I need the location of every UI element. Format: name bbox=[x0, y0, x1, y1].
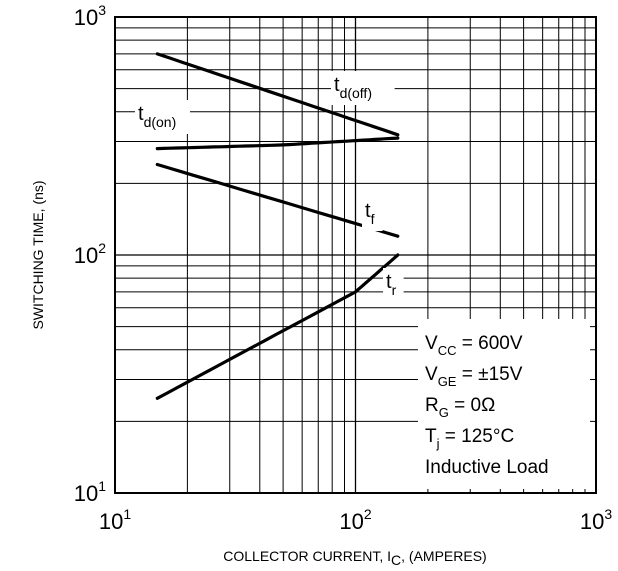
condition-line: Tj = 125°C bbox=[425, 426, 514, 451]
condition-line: Inductive Load bbox=[425, 457, 549, 478]
series-label-r: tr bbox=[386, 271, 397, 298]
y-axis-label: SWITCHING TIME, (ns) bbox=[30, 180, 46, 329]
series-curves bbox=[155, 52, 400, 400]
series-label-bg bbox=[383, 268, 404, 302]
x-tick-label: 101 bbox=[99, 506, 131, 534]
series-label-bg bbox=[135, 100, 190, 134]
series-label-f: tf bbox=[365, 200, 375, 227]
y-tick-label: 101 bbox=[74, 478, 106, 506]
series-line-r bbox=[155, 253, 400, 400]
series-label-don: td(on) bbox=[138, 103, 176, 130]
series-line-don bbox=[155, 136, 400, 151]
x-tick-labels: 101 102 103 bbox=[99, 506, 612, 534]
series-line-f bbox=[155, 162, 400, 238]
series-label-bg bbox=[331, 71, 395, 105]
y-tick-labels: 101 102 103 bbox=[74, 2, 106, 506]
x-tick-label: 103 bbox=[580, 506, 612, 534]
condition-line: VCC = 600V bbox=[425, 333, 523, 358]
series-label-bg bbox=[362, 197, 383, 231]
series-labels: td(off) td(on) tf tr bbox=[135, 71, 404, 302]
series-line-doff bbox=[155, 52, 400, 137]
y-tick-label: 102 bbox=[74, 240, 106, 268]
plot-frame bbox=[114, 16, 597, 494]
series-label-doff: td(off) bbox=[334, 74, 372, 101]
conditions-box: VCC = 600V VGE = ±15V RG = 0Ω Tj = 125°C Ind… bbox=[418, 319, 590, 489]
condition-line: VGE = ±15V bbox=[425, 364, 523, 389]
condition-line: RG = 0Ω bbox=[425, 395, 495, 420]
y-tick-label: 103 bbox=[74, 2, 106, 30]
x-tick-label: 102 bbox=[339, 506, 371, 534]
x-axis-label: COLLECTOR CURRENT, IC, (AMPERES) bbox=[223, 548, 486, 568]
conditions-bg bbox=[418, 319, 590, 489]
